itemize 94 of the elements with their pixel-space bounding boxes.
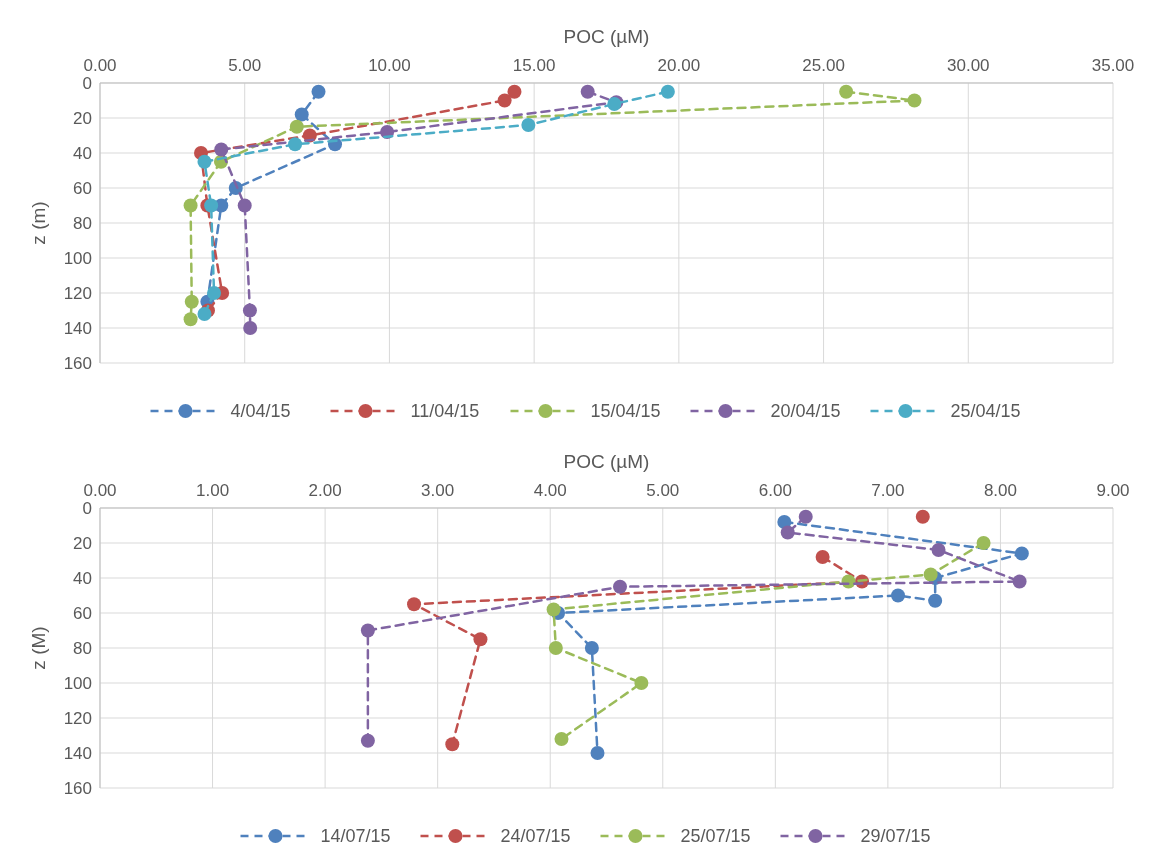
y-tick-label: 160	[63, 353, 92, 373]
point	[288, 137, 303, 152]
x-tick-label: 35.00	[1091, 56, 1135, 75]
point	[507, 84, 522, 99]
x-tick-label: 25.00	[802, 56, 845, 75]
point	[634, 676, 649, 690]
point	[546, 602, 561, 617]
point	[183, 312, 198, 327]
x-tick-label: 6.00	[758, 481, 792, 500]
point	[207, 286, 222, 300]
point	[554, 732, 569, 746]
x-tick-label: 4.00	[533, 481, 567, 500]
x-tick-label: 9.00	[1096, 481, 1130, 500]
x-tick-label: 20.00	[657, 56, 701, 75]
point	[311, 84, 326, 99]
x-axis-title: POC (µM)	[563, 26, 650, 47]
x-tick-label: 10.00	[368, 56, 411, 75]
point	[237, 198, 252, 213]
point	[242, 303, 257, 318]
legend-label: 4/04/15	[230, 401, 291, 422]
point	[184, 294, 199, 309]
y-tick-label: 160	[63, 778, 92, 798]
point	[197, 307, 212, 321]
y-tick-label: 80	[73, 638, 92, 658]
legend-label: 25/07/15	[680, 826, 751, 847]
y-tick-label: 140	[63, 743, 92, 763]
point	[473, 632, 488, 647]
x-tick-label: 7.00	[871, 481, 905, 500]
legend-label: 29/07/15	[860, 826, 931, 847]
point	[915, 509, 930, 524]
legend-label: 14/07/15	[320, 826, 391, 847]
y-tick-label: 120	[63, 283, 92, 303]
point	[497, 93, 512, 108]
point	[976, 536, 991, 550]
point	[907, 93, 922, 108]
point	[1012, 574, 1027, 589]
point	[891, 588, 906, 603]
point	[931, 543, 946, 557]
y-tick-label: 0	[82, 498, 92, 518]
y-tick-label: 40	[73, 143, 92, 163]
y-tick-label: 20	[73, 108, 92, 128]
point	[923, 567, 938, 582]
y-tick-label: 140	[63, 318, 92, 338]
legend-label: 24/07/15	[500, 826, 571, 847]
point	[815, 550, 830, 564]
point	[613, 579, 628, 594]
x-tick-label: 0.00	[83, 481, 117, 500]
x-tick-label: 5.00	[228, 56, 262, 75]
y-tick-label: 100	[63, 673, 92, 693]
x-tick-label: 5.00	[646, 481, 680, 500]
y-tick-label: 60	[73, 178, 92, 198]
point	[584, 641, 599, 655]
legend-label: 15/04/15	[590, 401, 661, 422]
y-tick-label: 120	[63, 708, 92, 728]
x-tick-label: 2.00	[308, 481, 342, 500]
y-tick-label: 80	[73, 213, 92, 233]
y-tick-label: 60	[73, 603, 92, 623]
x-tick-label: 3.00	[421, 481, 455, 500]
point	[780, 525, 795, 540]
point	[1014, 546, 1029, 561]
x-tick-label: 30.00	[947, 56, 990, 75]
point	[445, 737, 460, 752]
point	[289, 119, 304, 134]
point	[360, 623, 375, 638]
point	[548, 641, 563, 655]
x-tick-label: 15.00	[512, 56, 556, 75]
x-tick-label: 1.00	[196, 481, 230, 500]
y-tick-label: 0	[82, 73, 92, 93]
point	[204, 198, 219, 213]
point	[243, 321, 258, 335]
point	[660, 84, 675, 99]
point	[928, 593, 943, 608]
point	[214, 142, 229, 157]
point	[183, 198, 198, 213]
legend-label: 25/04/15	[950, 401, 1021, 422]
point	[360, 733, 375, 748]
point	[294, 107, 309, 122]
legend-label: 11/04/15	[410, 401, 480, 422]
y-tick-label: 100	[63, 248, 92, 268]
x-tick-label: 8.00	[983, 481, 1017, 500]
point	[839, 84, 854, 99]
y-axis-title: z (m)	[28, 201, 49, 245]
y-axis-title: z (M)	[28, 626, 49, 670]
legend-label: 20/04/15	[770, 401, 841, 422]
y-tick-label: 20	[73, 533, 92, 553]
y-tick-label: 40	[73, 568, 92, 588]
point	[407, 597, 422, 612]
point	[521, 118, 536, 132]
point	[798, 509, 813, 524]
point	[580, 84, 595, 99]
x-axis-title: POC (µM)	[563, 451, 650, 472]
point	[590, 746, 605, 760]
point	[197, 154, 212, 169]
x-tick-label: 0.00	[83, 56, 117, 75]
